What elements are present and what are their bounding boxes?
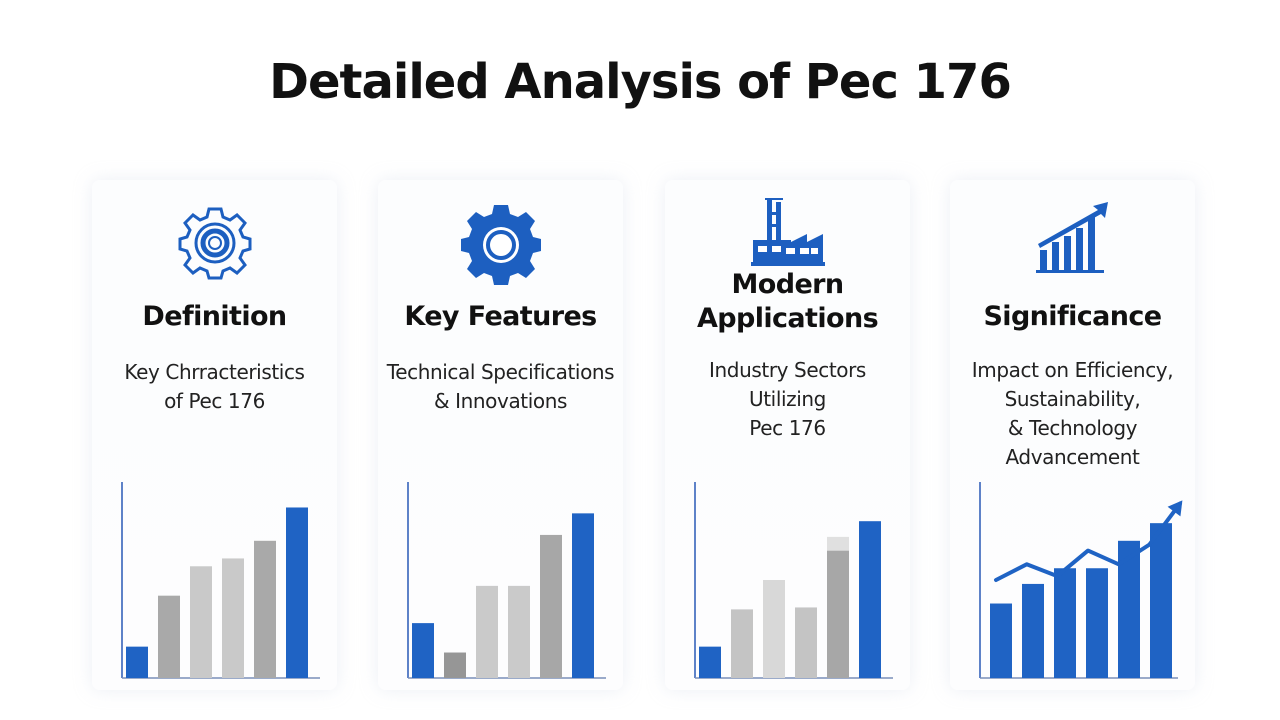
bar-6 [1150, 523, 1172, 678]
panel-text-line: Advancement [1005, 445, 1140, 469]
panel-text-line: Technical Specifications [386, 360, 615, 384]
bar-1 [412, 623, 434, 678]
bar-6 [286, 507, 308, 678]
panel-definition: Definition Key Chrracteristics of Pec 17… [92, 180, 337, 690]
gear-solid-icon [378, 198, 623, 288]
bar-4 [795, 607, 817, 678]
panel-heading: Modern Applications [665, 268, 910, 336]
panel-significance: Significance Impact on Efficiency, Susta… [950, 180, 1195, 690]
bar-1 [126, 646, 148, 678]
panel-heading-line: Significance [983, 301, 1162, 332]
bar-overlay [827, 536, 849, 551]
panel-text-line: Sustainability, [1004, 387, 1141, 411]
bar-chart-definition [121, 482, 320, 679]
trend-arrowhead [1167, 500, 1183, 517]
bar-5 [540, 534, 562, 678]
gear-outline-icon [92, 198, 337, 288]
panel-key-features: Key Features Technical Specifications & … [378, 180, 623, 690]
bar-2 [444, 652, 466, 678]
bar-chart-key-features [407, 482, 606, 679]
panel-text-line: Key Chrracteristics [124, 360, 305, 384]
bar-2 [1022, 583, 1044, 678]
bar-4 [222, 558, 244, 678]
panel-description: Industry Sectors Utilizing Pec 176 [665, 356, 910, 443]
bar-2 [158, 595, 180, 678]
bar-2 [731, 609, 753, 678]
bar-3 [763, 580, 785, 678]
bar-3 [1054, 568, 1076, 678]
bar-5 [1118, 540, 1140, 678]
factory-icon [665, 198, 910, 288]
panel-heading: Key Features [378, 300, 623, 334]
panel-heading: Significance [950, 300, 1195, 334]
bar-6 [572, 513, 594, 678]
panel-description: Impact on Efficiency, Sustainability, & … [950, 356, 1195, 472]
panel-heading: Definition [92, 300, 337, 334]
panel-heading-line: Applications [696, 303, 879, 334]
panel-text-line: Industry Sectors [709, 358, 866, 382]
bar-3 [190, 566, 212, 678]
bar-6 [859, 521, 881, 678]
bar-1 [699, 646, 721, 678]
panel-modern-applications: Modern Applications Industry Sectors Uti… [665, 180, 910, 690]
panel-text-line: & Technology [1007, 416, 1138, 440]
bar-3 [476, 585, 498, 678]
bar-chart-modern-applications [694, 482, 893, 679]
panel-text-line: Impact on Efficiency, [971, 358, 1174, 382]
growth-chart-icon [950, 198, 1195, 288]
bar-1 [990, 603, 1012, 678]
bar-chart-significance [979, 482, 1183, 679]
panel-text-line: of Pec 176 [164, 389, 265, 413]
bar-5 [827, 550, 849, 678]
panel-heading-line: Definition [142, 301, 287, 332]
bar-4 [508, 585, 530, 678]
panel-text-line: & Innovations [433, 389, 568, 413]
panel-description: Technical Specifications & Innovations [378, 358, 623, 416]
panel-text-line: Utilizing [749, 387, 826, 411]
panel-description: Key Chrracteristics of Pec 176 [92, 358, 337, 416]
bar-5 [254, 540, 276, 678]
page-title: Detailed Analysis of Pec 176 [269, 54, 1012, 110]
panel-text-line: Pec 176 [749, 416, 826, 440]
trend-line [994, 501, 1182, 582]
panel-heading-line: Modern [731, 269, 845, 300]
bar-4 [1086, 568, 1108, 678]
panel-heading-line: Key Features [404, 301, 597, 332]
